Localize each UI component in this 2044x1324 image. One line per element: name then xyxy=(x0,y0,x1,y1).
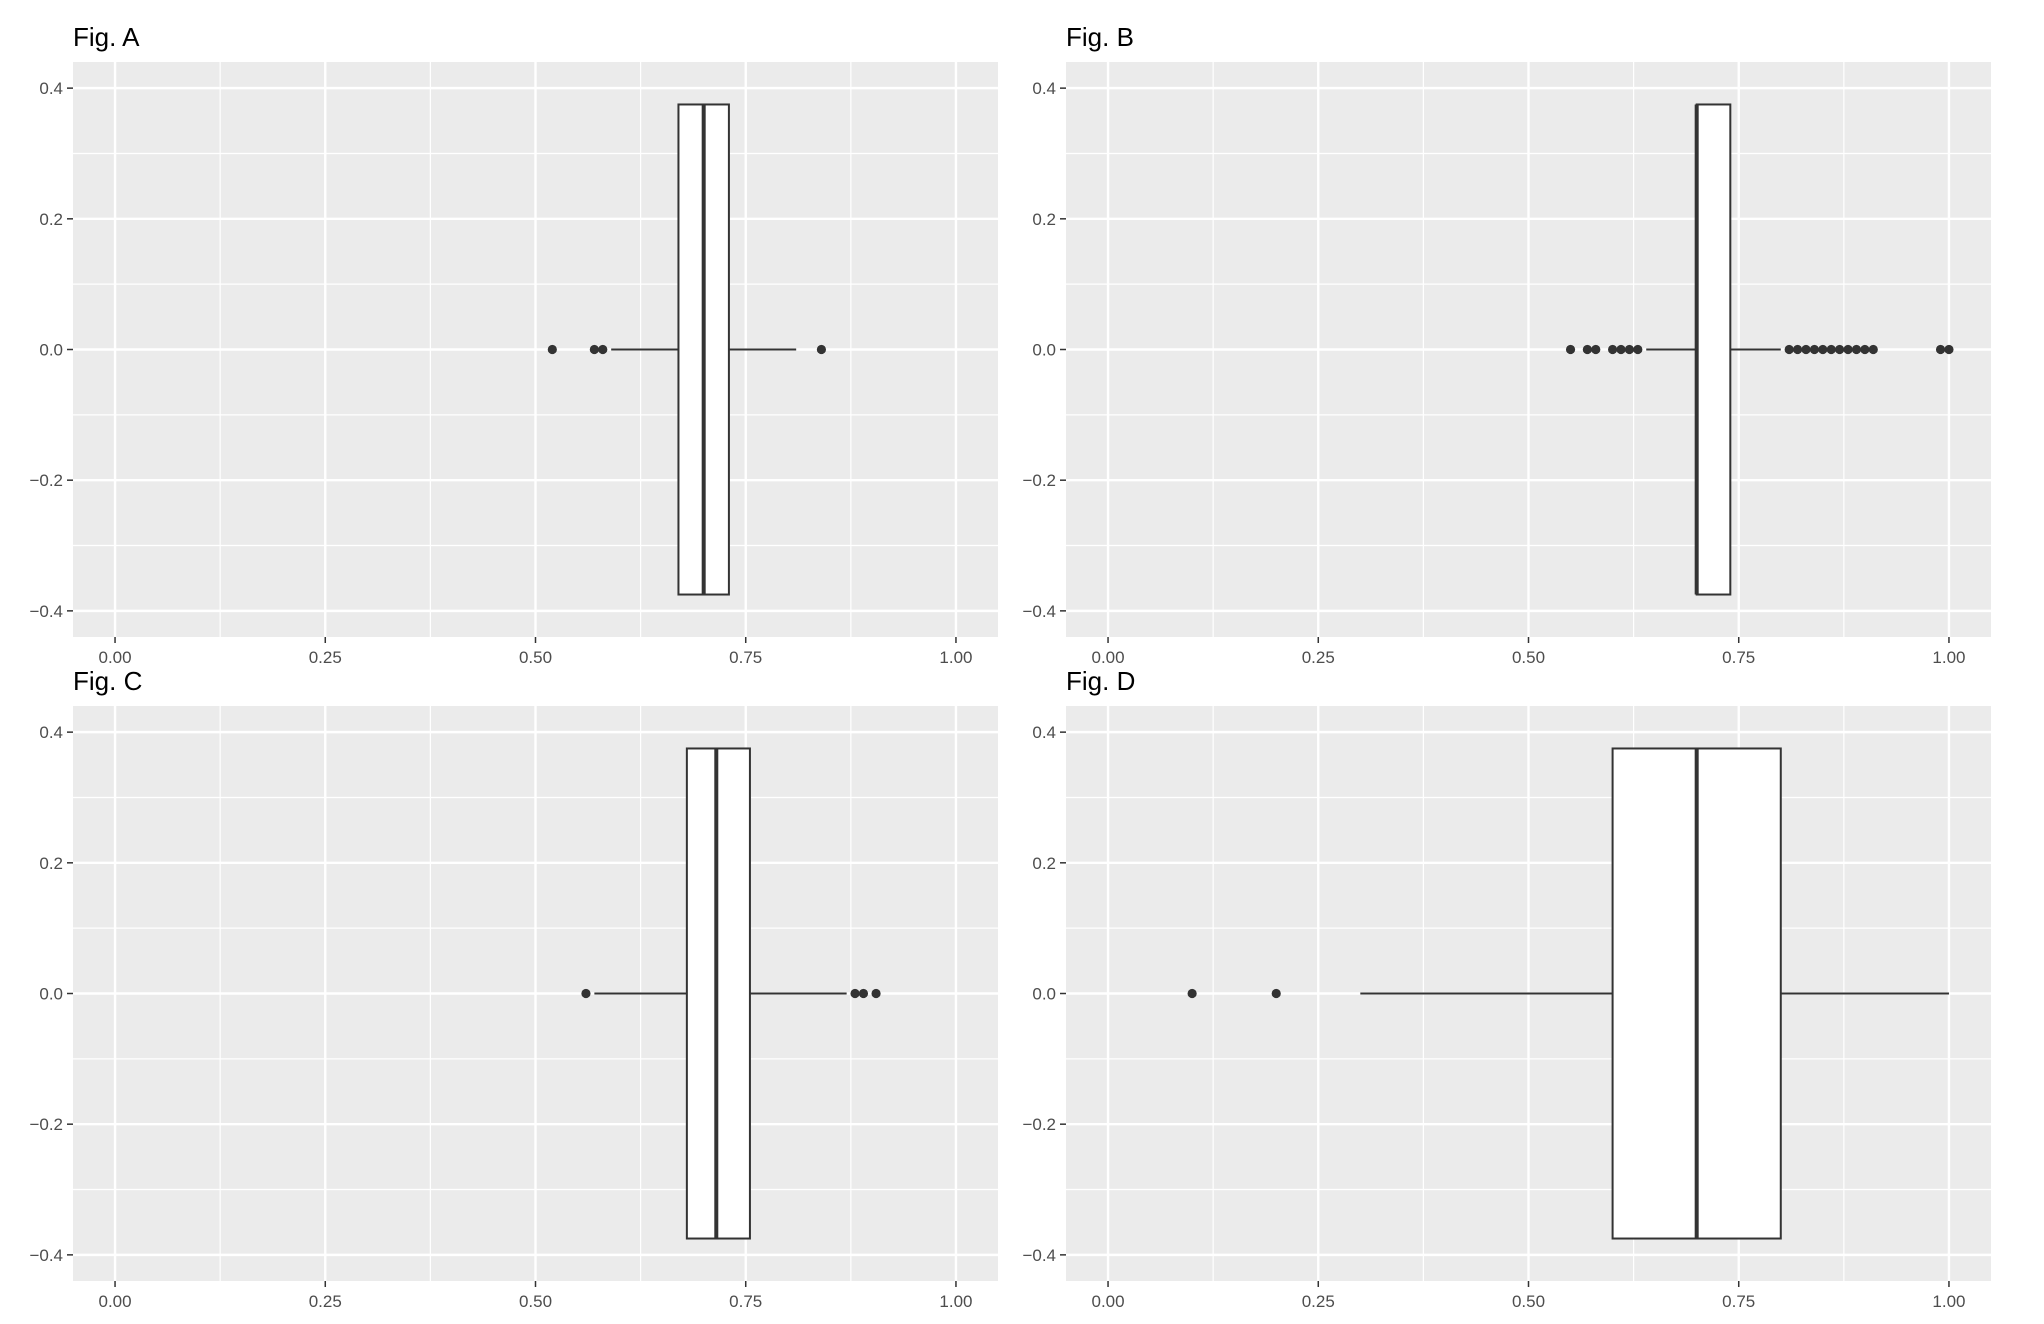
x-tick-label: 0.75 xyxy=(1722,648,1755,667)
outlier-point xyxy=(1565,344,1576,355)
panel-title: Fig. A xyxy=(73,22,140,52)
x-tick-label: 0.00 xyxy=(98,1292,131,1311)
y-tick-label: −0.2 xyxy=(1022,1115,1056,1134)
outlier-point xyxy=(581,988,591,999)
outlier-point xyxy=(1792,344,1803,355)
y-tick-label: 0.0 xyxy=(39,985,63,1004)
x-tick-label: 0.50 xyxy=(519,1292,552,1311)
outlier-point xyxy=(1591,344,1601,355)
x-tick-label: 0.50 xyxy=(1512,648,1545,667)
outlier-point xyxy=(598,344,608,355)
x-tick-label: 0.75 xyxy=(1722,1292,1755,1311)
x-tick-label: 0.75 xyxy=(729,648,762,667)
y-tick-label: −0.4 xyxy=(1022,602,1056,621)
outlier-point xyxy=(871,988,881,999)
outlier-point xyxy=(1607,344,1618,355)
outlier-point xyxy=(547,344,557,355)
outlier-point xyxy=(1868,344,1878,355)
outlier-point xyxy=(1582,344,1592,355)
panel-title: Fig. D xyxy=(1066,666,1135,696)
x-tick-label: 0.50 xyxy=(519,648,552,667)
y-tick-label: −0.4 xyxy=(29,1246,63,1265)
outlier-point xyxy=(1271,988,1281,999)
y-tick-label: 0.0 xyxy=(1032,341,1056,360)
y-tick-label: 0.0 xyxy=(39,341,63,360)
outlier-point xyxy=(1818,344,1828,355)
outlier-point xyxy=(1633,344,1643,355)
outlier-point xyxy=(1851,344,1862,355)
panel-fig-b: Fig. B 0.00 0.25 0.50 0.75 1.00 −0.4 −0.2 0.0 0.2… xyxy=(1022,22,1991,667)
outlier-point xyxy=(1860,344,1870,355)
panel-fig-a: Fig. A 0.00 0.25 0.50 0.75 1.00 −0.4 −0.2 0.0 0.2… xyxy=(29,22,998,667)
x-tick-label: 0.25 xyxy=(309,1292,342,1311)
outlier-point xyxy=(816,344,827,355)
panel-fig-d: Fig. D 0.00 0.25 0.50 0.75 1.00 −0.4 −0.2 0.0 0.2… xyxy=(1022,666,1991,1311)
x-tick-label: 0.00 xyxy=(1091,648,1124,667)
box-body xyxy=(685,747,751,1240)
outlier-point xyxy=(1809,344,1820,355)
y-tick-label: 0.4 xyxy=(1032,723,1056,742)
outlier-point xyxy=(1784,344,1794,355)
x-tick-label: 0.50 xyxy=(1512,1292,1545,1311)
x-tick-label: 0.25 xyxy=(1302,1292,1335,1311)
outlier-point xyxy=(1835,344,1845,355)
x-tick-label: 1.00 xyxy=(939,648,972,667)
y-tick-label: 0.4 xyxy=(39,723,63,742)
y-tick-label: 0.4 xyxy=(1032,79,1056,98)
x-tick-label: 0.25 xyxy=(1302,648,1335,667)
outlier-point xyxy=(1826,344,1836,355)
y-tick-label: 0.2 xyxy=(1032,854,1056,873)
x-tick-label: 0.00 xyxy=(98,648,131,667)
x-tick-label: 1.00 xyxy=(1932,648,1965,667)
y-tick-label: −0.2 xyxy=(29,471,63,490)
outlier-point xyxy=(1187,988,1197,999)
outlier-point xyxy=(1944,344,1954,355)
outlier-point xyxy=(858,988,869,999)
y-tick-label: −0.4 xyxy=(1022,1246,1056,1265)
x-tick-label: 1.00 xyxy=(1932,1292,1965,1311)
x-tick-label: 1.00 xyxy=(939,1292,972,1311)
outlier-point xyxy=(850,988,860,999)
y-tick-label: 0.2 xyxy=(1032,210,1056,229)
box-body xyxy=(1695,103,1732,596)
x-tick-label: 0.75 xyxy=(729,1292,762,1311)
y-tick-label: 0.4 xyxy=(39,79,63,98)
y-tick-label: 0.2 xyxy=(39,210,63,229)
y-tick-label: −0.2 xyxy=(1022,471,1056,490)
outlier-point xyxy=(1616,344,1626,355)
panel-title: Fig. C xyxy=(73,666,142,696)
x-tick-label: 0.00 xyxy=(1091,1292,1124,1311)
panel-title: Fig. B xyxy=(1066,22,1134,52)
y-tick-label: 0.0 xyxy=(1032,985,1056,1004)
outlier-point xyxy=(1624,344,1635,355)
outlier-point xyxy=(1935,344,1946,355)
panel-fig-c: Fig. C 0.00 0.25 0.50 0.75 1.00 −0.4 −0.2 0.0 0.2… xyxy=(29,666,998,1311)
outlier-point xyxy=(1843,344,1853,355)
y-tick-label: −0.2 xyxy=(29,1115,63,1134)
y-tick-label: −0.4 xyxy=(29,602,63,621)
x-tick-label: 0.25 xyxy=(309,648,342,667)
y-tick-label: 0.2 xyxy=(39,854,63,873)
outlier-point xyxy=(589,344,599,355)
outlier-point xyxy=(1801,344,1811,355)
